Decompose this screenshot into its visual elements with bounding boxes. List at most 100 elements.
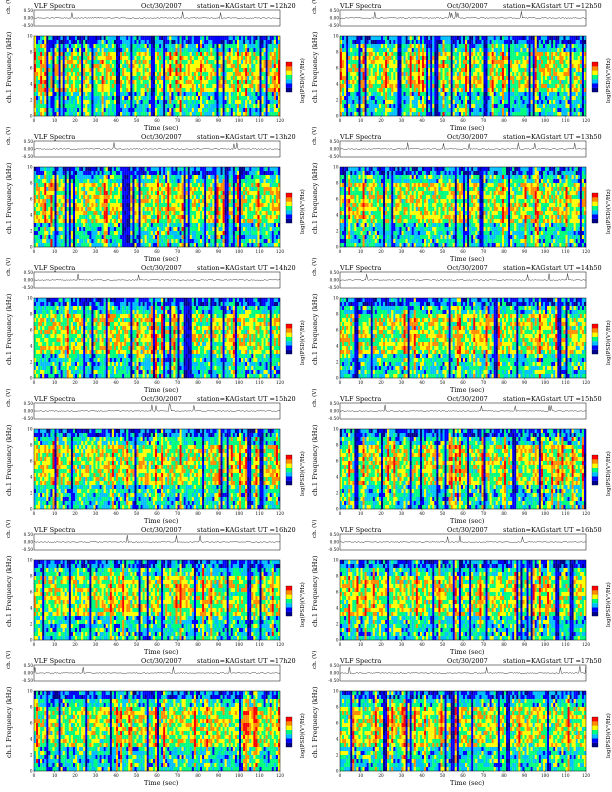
waveform-frame: [33, 533, 281, 551]
x-tick-label: 50: [440, 380, 446, 385]
y-tick-label: 8: [30, 312, 33, 317]
x-tick-label: 50: [440, 773, 446, 778]
colorbar-segment: [592, 742, 598, 748]
x-tick-label: 30: [399, 380, 405, 385]
x-tick-label: 10: [52, 511, 58, 516]
x-tick-label: 40: [419, 773, 425, 778]
y-tick-label: 8: [30, 574, 33, 579]
x-tick-label: 50: [134, 380, 140, 385]
spectrogram-panel-10: 0.50 0.00 -0.50 0 2 4 6 8 10 0 10 20 30 40 50 60 70 80 90 1…: [306, 520, 612, 656]
x-tick-label: 80: [195, 511, 201, 516]
y-tick-label: 10: [333, 558, 339, 563]
y-tick-label: 4: [336, 737, 339, 742]
x-tick-label: 10: [52, 249, 58, 254]
spectrogram-panel-12: 0.50 0.00 -0.50 0 2 4 6 8 10 0 10 20 30 40 50 60 70 80 90 1…: [306, 651, 612, 787]
panel-title: VLF Spectra: [34, 526, 75, 534]
colorbar-segment: [286, 324, 292, 329]
panel-station: station=KAG: [503, 264, 546, 272]
x-tick-label: 110: [256, 642, 264, 647]
x-tick-label: 80: [501, 380, 507, 385]
colorbar-label: log(PSD)(V²/Hz): [606, 320, 612, 365]
waveform-tick-label: -0.50: [328, 154, 339, 159]
waveform-tick-label: -0.50: [328, 547, 339, 552]
x-tick-label: 100: [541, 249, 549, 254]
y-tick-label: 2: [336, 491, 339, 496]
waveform-tick-label: -0.50: [22, 285, 33, 290]
colorbar-segment: [592, 324, 598, 329]
x-tick-label: 40: [419, 511, 425, 516]
x-tick-label: 110: [562, 642, 570, 647]
x-tick-label: 40: [113, 118, 119, 123]
panel-station: station=KAG: [503, 526, 546, 534]
y-tick-label: 10: [27, 165, 33, 170]
x-tick-label: 0: [339, 249, 342, 254]
colorbar-segment: [286, 472, 292, 477]
spectrogram-heatmap: [34, 429, 281, 510]
panel-station: station=KAG: [197, 395, 240, 403]
x-tick-label: 10: [52, 773, 58, 778]
x-tick-label: 30: [93, 249, 99, 254]
panel-title: VLF Spectra: [340, 2, 381, 10]
y-tick-label: 0: [30, 507, 33, 512]
colorbar-label: log(PSD)(V²/Hz): [606, 58, 612, 103]
x-tick-label: 0: [339, 773, 342, 778]
x-tick-label: 70: [481, 118, 487, 123]
colorbar-frame: [285, 192, 293, 224]
y-tick-label: 4: [336, 344, 339, 349]
waveform-tick-label: 0.00: [330, 278, 340, 283]
panel-start-time: start UT =13h50: [546, 133, 602, 141]
y-axis-label: ch.1 Frequency (kHz): [5, 687, 13, 758]
waveform-tick-label: -0.50: [22, 154, 33, 159]
waveform-axis-label: ch. (V): [312, 0, 318, 14]
y-tick-label: 6: [336, 721, 339, 726]
waveform-tick-label: 0.00: [330, 16, 340, 21]
y-tick-label: 4: [336, 606, 339, 611]
x-axis-label: Time (sec): [144, 517, 178, 525]
y-tick-label: 8: [336, 181, 339, 186]
colorbar-frame: [591, 61, 599, 93]
y-tick-label: 0: [30, 114, 33, 119]
x-tick-label: 60: [460, 642, 466, 647]
panel-start-time: start UT =17h50: [546, 657, 602, 665]
x-tick-label: 110: [562, 511, 570, 516]
x-tick-label: 80: [195, 249, 201, 254]
spectrogram-panel-5: 0.50 0.00 -0.50 0 2 4 6 8 10 0 10 20 30 40 50 60 70 80 90 1…: [0, 258, 306, 394]
x-tick-label: 120: [582, 642, 590, 647]
waveform-tick-label: 0.00: [330, 147, 340, 152]
x-tick-label: 120: [582, 249, 590, 254]
panel-title: VLF Spectra: [340, 526, 381, 534]
x-tick-label: 80: [195, 380, 201, 385]
colorbar-segment: [286, 590, 292, 595]
y-tick-label: 10: [27, 427, 33, 432]
x-tick-label: 80: [501, 642, 507, 647]
panel-date: Oct/30/2007: [447, 657, 488, 665]
spectrogram-panel-3: 0.50 0.00 -0.50 0 2 4 6 8 10 0 10 20 30 40 50 60 70 80 90 1…: [0, 127, 306, 263]
x-tick-label: 40: [419, 249, 425, 254]
x-tick-label: 10: [358, 380, 364, 385]
panel-title: VLF Spectra: [340, 657, 381, 665]
x-tick-label: 30: [93, 773, 99, 778]
panel-title: VLF Spectra: [34, 133, 75, 141]
waveform-tick-label: 0.50: [24, 401, 34, 406]
colorbar-label: log(PSD)(V²/Hz): [606, 713, 612, 758]
x-tick-label: 70: [175, 642, 181, 647]
waveform-tick-label: 0.00: [330, 540, 340, 545]
x-tick-label: 70: [481, 511, 487, 516]
x-tick-label: 40: [419, 642, 425, 647]
colorbar-segment: [286, 611, 292, 617]
colorbar-label: log(PSD)(V²/Hz): [606, 189, 612, 234]
waveform-axis-label: ch. (V): [312, 520, 318, 538]
x-tick-label: 20: [72, 511, 78, 516]
spectrogram-heatmap: [34, 167, 281, 248]
y-tick-label: 4: [30, 82, 33, 87]
colorbar-frame: [591, 454, 599, 486]
colorbar-segment: [286, 214, 292, 219]
x-tick-label: 60: [154, 773, 160, 778]
colorbar-segment: [592, 725, 598, 730]
colorbar-segment: [592, 586, 598, 591]
waveform-tick-label: -0.50: [22, 416, 33, 421]
panel-title: VLF Spectra: [340, 264, 381, 272]
y-tick-label: 8: [336, 50, 339, 55]
